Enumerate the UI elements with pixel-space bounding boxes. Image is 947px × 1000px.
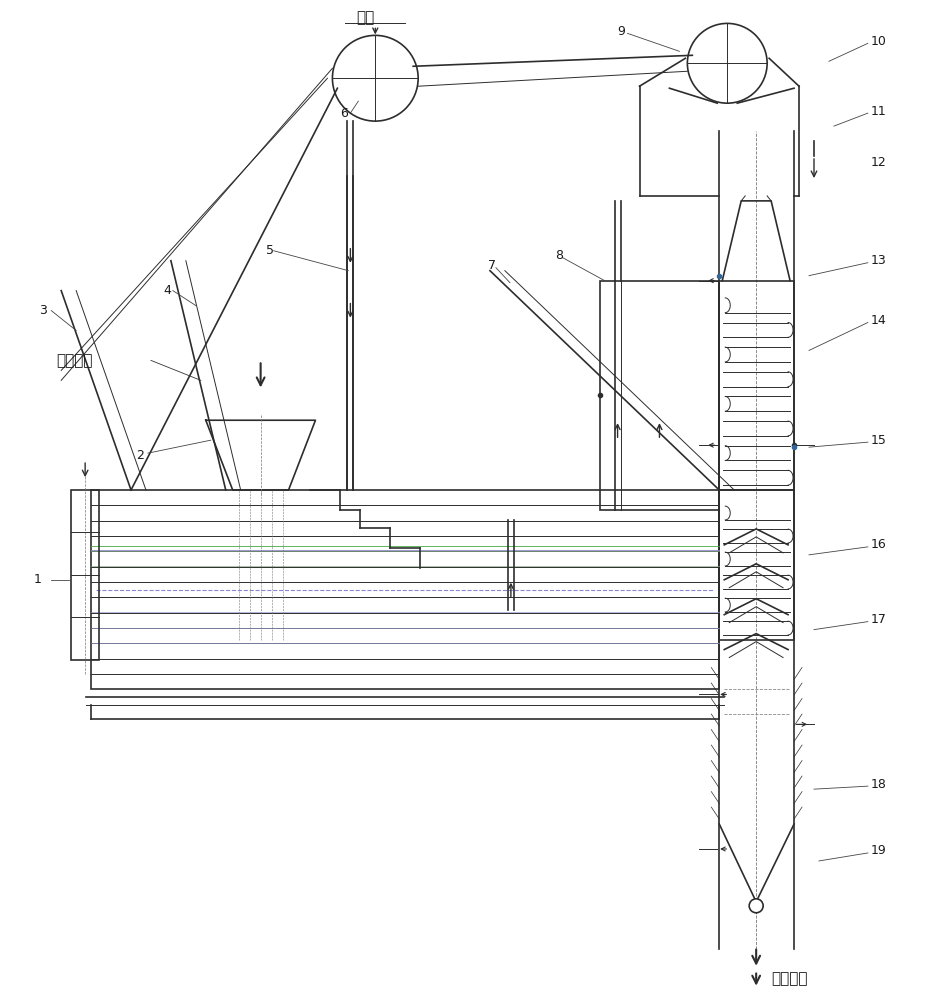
Text: 物料进口: 物料进口 (56, 353, 93, 368)
Bar (91, 490, 720, 689)
Bar (599, 281, 720, 510)
Text: 1: 1 (33, 573, 41, 586)
Text: 12: 12 (871, 156, 886, 169)
Text: 17: 17 (871, 613, 886, 626)
Text: 4: 4 (163, 284, 170, 297)
Text: 进水: 进水 (356, 10, 374, 25)
Text: 8: 8 (555, 249, 563, 262)
Text: 5: 5 (265, 244, 274, 257)
Text: 7: 7 (488, 259, 496, 272)
Text: 6: 6 (340, 107, 348, 120)
Text: 14: 14 (871, 314, 886, 327)
Text: 2: 2 (136, 449, 144, 462)
Text: 18: 18 (871, 778, 886, 791)
Text: 9: 9 (617, 25, 625, 38)
Text: 16: 16 (871, 538, 886, 551)
Text: 11: 11 (871, 105, 886, 118)
Bar (720, 490, 794, 640)
Bar (71, 490, 99, 660)
Text: 19: 19 (871, 844, 886, 857)
Text: 13: 13 (871, 254, 886, 267)
Text: 物料出口: 物料出口 (771, 971, 808, 986)
Text: 15: 15 (871, 434, 886, 447)
Text: 3: 3 (39, 304, 47, 317)
Text: 10: 10 (871, 35, 886, 48)
Bar (720, 281, 794, 490)
Circle shape (749, 899, 763, 913)
